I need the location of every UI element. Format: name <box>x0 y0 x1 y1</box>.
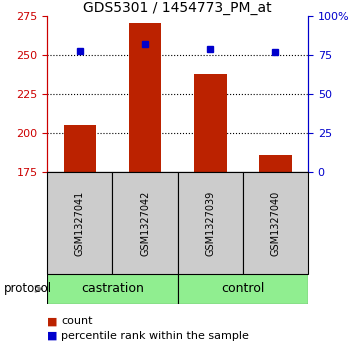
Text: GSM1327040: GSM1327040 <box>271 190 280 256</box>
Text: GSM1327039: GSM1327039 <box>205 190 215 256</box>
Text: castration: castration <box>81 282 144 295</box>
Title: GDS5301 / 1454773_PM_at: GDS5301 / 1454773_PM_at <box>83 1 272 15</box>
Bar <box>47 172 112 274</box>
Bar <box>129 23 161 172</box>
Bar <box>47 274 177 304</box>
Text: GSM1327041: GSM1327041 <box>75 190 85 256</box>
Bar <box>177 172 243 274</box>
Bar <box>177 274 308 304</box>
Text: ■: ■ <box>47 316 58 326</box>
Text: count: count <box>61 316 93 326</box>
Bar <box>112 172 177 274</box>
Bar <box>64 125 96 172</box>
Text: GSM1327042: GSM1327042 <box>140 190 150 256</box>
Bar <box>243 172 308 274</box>
Bar <box>259 155 292 172</box>
Text: percentile rank within the sample: percentile rank within the sample <box>61 331 249 341</box>
Bar <box>194 74 226 172</box>
Text: protocol: protocol <box>4 282 52 295</box>
Text: control: control <box>221 282 265 295</box>
Text: ■: ■ <box>47 331 58 341</box>
